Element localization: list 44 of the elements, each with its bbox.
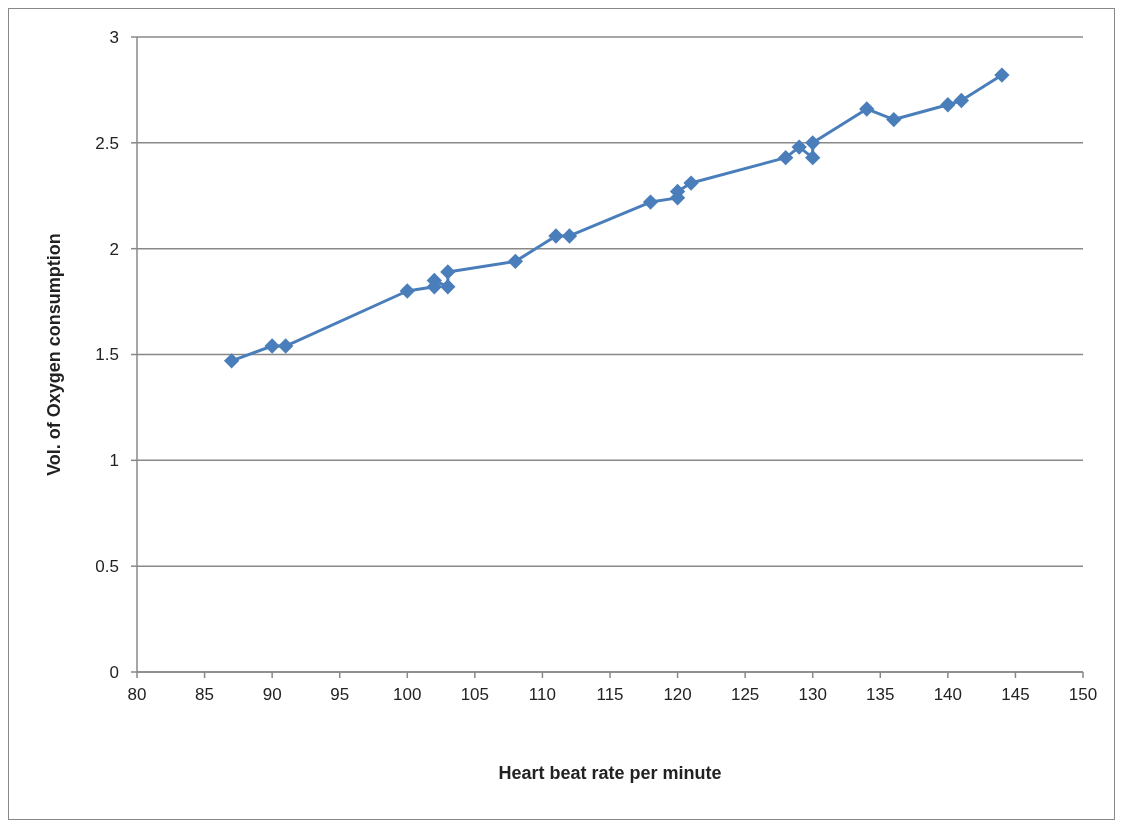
point xyxy=(399,283,415,299)
x-tick-label: 105 xyxy=(460,685,490,704)
x-tick-label: 140 xyxy=(933,685,963,704)
point xyxy=(994,67,1010,83)
x-tick-label: 95 xyxy=(330,685,350,704)
y-tick-label: 0 xyxy=(109,662,119,682)
point xyxy=(264,338,280,354)
x-tick-label: 145 xyxy=(1001,685,1030,704)
x-tick-label: 125 xyxy=(730,685,760,704)
y-tick-label: 2.5 xyxy=(95,133,119,153)
y-tick-label: 2 xyxy=(109,239,119,259)
point xyxy=(561,228,578,244)
point xyxy=(886,111,902,128)
point xyxy=(223,353,240,369)
point xyxy=(277,338,294,354)
x-tick-label: 130 xyxy=(798,685,827,704)
x-tick-label: 85 xyxy=(195,685,215,704)
y-tick-label: 1 xyxy=(109,451,119,471)
x-tick-label: 150 xyxy=(1068,685,1098,704)
point xyxy=(642,194,659,210)
point xyxy=(548,228,564,244)
x-tick-label: 90 xyxy=(262,685,282,704)
x-tick-label: 115 xyxy=(596,685,624,704)
point xyxy=(440,279,456,295)
point xyxy=(859,101,875,117)
y-tick-label: 1.5 xyxy=(95,345,119,365)
x-tick-label: 110 xyxy=(528,685,556,704)
x-tick-label: 135 xyxy=(866,685,895,704)
point xyxy=(440,264,456,280)
point xyxy=(940,97,956,113)
x-tick-label: 80 xyxy=(127,685,147,704)
point xyxy=(683,175,699,191)
y-axis-title: Vol. of Oxygen consumption xyxy=(44,233,64,476)
x-tick-label: 120 xyxy=(663,685,692,704)
point xyxy=(953,92,970,109)
point xyxy=(778,149,794,166)
y-tick-label: 0.5 xyxy=(95,557,119,577)
point xyxy=(791,139,807,155)
point xyxy=(805,135,821,151)
point xyxy=(507,253,524,270)
y-tick-label: 3 xyxy=(109,27,119,47)
x-axis-title: Heart beat rate per minute xyxy=(498,763,722,783)
x-tick-label: 100 xyxy=(393,685,422,704)
point xyxy=(805,149,821,166)
